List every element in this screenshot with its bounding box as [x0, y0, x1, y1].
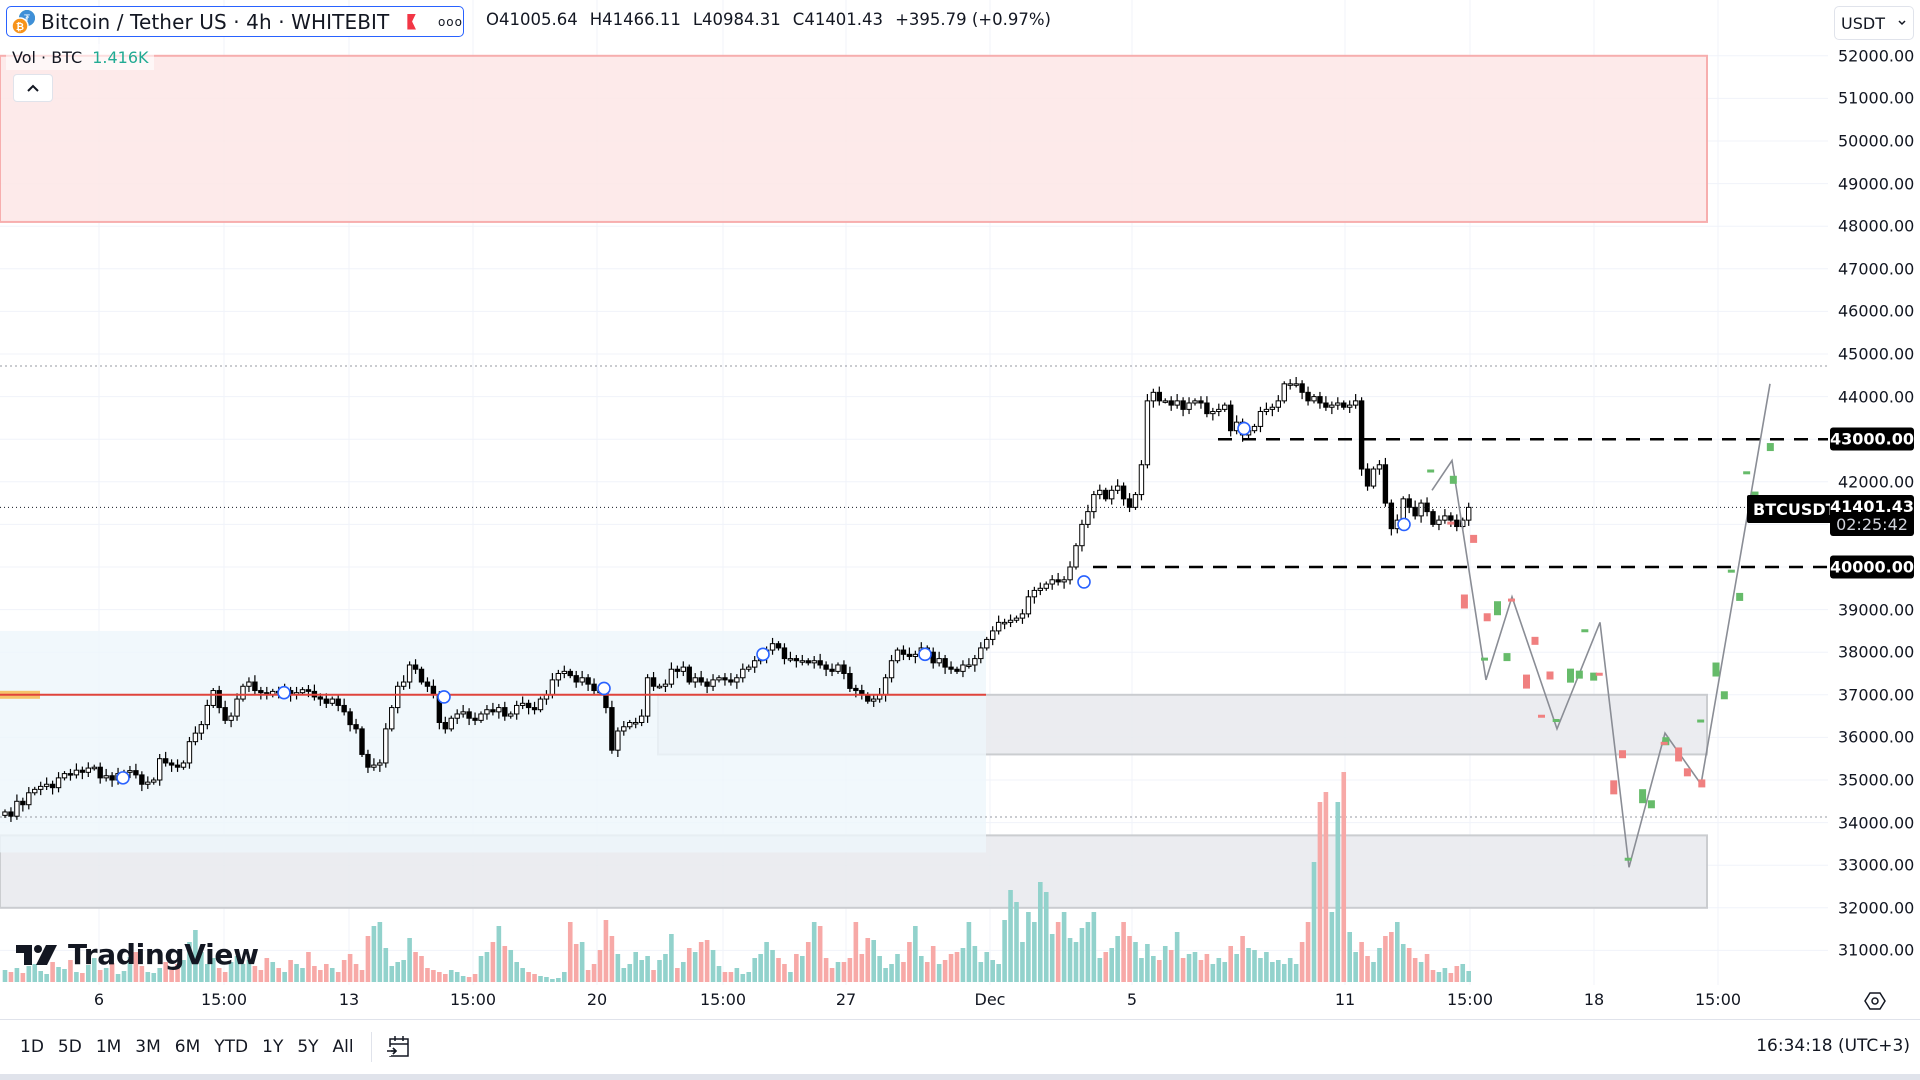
volume-value: 1.416K [92, 47, 149, 67]
time-label: 15:00 [200, 990, 248, 1009]
price-label: 35000.00 [1838, 770, 1915, 790]
bottom-toolbar: 1D 5D 1M 3M 6M YTD 1Y 5Y All [0, 1020, 1920, 1074]
volume-legend[interactable]: Vol · BTC 1.416K [6, 44, 155, 70]
ohlc-values: O41005.64 H41466.11 L40984.31 C41401.43 … [486, 10, 1051, 29]
price-label: 49000.00 [1838, 174, 1915, 194]
time-label: 18 [1583, 990, 1605, 1009]
bar-countdown: 02:25:42 [1836, 515, 1908, 534]
volume-bars [2, 772, 1471, 982]
marker-circle [597, 681, 611, 696]
resistance-zone [0, 54, 1708, 223]
marker-circle [1237, 421, 1251, 436]
range-ytd-button[interactable]: YTD [214, 1037, 249, 1057]
ohlc-open: O41005.64 [486, 10, 578, 29]
time-label: 15:00 [699, 990, 747, 1009]
toolbar-divider [370, 1032, 372, 1062]
time-label: 15:00 [449, 990, 497, 1009]
range-all-button[interactable]: All [332, 1037, 354, 1057]
marker-circle [1397, 517, 1411, 532]
price-label: 42000.00 [1838, 472, 1915, 492]
chevron-down-icon [1898, 20, 1906, 26]
symbol-price-tag: BTCUSDT [1747, 495, 1843, 523]
ohlc-close: C41401.43 [792, 10, 884, 29]
time-label: 27 [835, 990, 857, 1009]
last-price-tag: 41401.43 02:25:42 [1830, 495, 1914, 536]
price-label: 39000.00 [1838, 600, 1915, 620]
tradingview-logo-text: TradingView [68, 938, 259, 971]
price-label: 37000.00 [1838, 685, 1915, 705]
price-label: 31000.00 [1838, 940, 1915, 960]
collapse-legend-button[interactable] [13, 74, 53, 102]
time-label: 15:00 [1446, 990, 1494, 1009]
last-price: 41401.43 [1830, 497, 1915, 516]
price-label: 44000.00 [1838, 387, 1915, 407]
price-level-tag: 40000.00 [1830, 555, 1915, 579]
price-label: 38000.00 [1838, 642, 1915, 662]
price-label: 45000.00 [1838, 344, 1915, 364]
time-label: 20 [586, 990, 608, 1009]
axis-separator [0, 1019, 1920, 1020]
time-label: Dec [974, 990, 1006, 1009]
price-label: 50000.00 [1838, 131, 1915, 151]
range-1y-button[interactable]: 1Y [262, 1037, 284, 1057]
price-level-tag: 43000.00 [1830, 427, 1915, 451]
svg-text:₮: ₮ [24, 14, 30, 24]
currency-select[interactable]: USDT [1834, 6, 1914, 40]
flag-icon[interactable] [407, 13, 416, 30]
projection-path [1431, 383, 1771, 868]
time-label: 15:00 [1694, 990, 1742, 1009]
clock-timezone[interactable]: 16:34:18 (UTC+3) [1756, 1036, 1910, 1056]
price-label: 32000.00 [1838, 898, 1915, 918]
svg-text:₿: ₿ [16, 21, 24, 33]
go-to-date-icon[interactable] [386, 1034, 412, 1060]
currency-value: USDT [1841, 13, 1885, 33]
bitcoin-tether-icon: ₮ ₿ [11, 9, 37, 35]
projection-bars [1427, 443, 1774, 861]
ohlc-low: L40984.31 [692, 10, 781, 29]
price-label: 48000.00 [1838, 216, 1915, 236]
time-label: 5 [1126, 990, 1138, 1009]
marker-circle [1077, 575, 1091, 589]
marker-circle [918, 647, 932, 662]
volume-label: Vol · BTC [12, 47, 83, 67]
price-label: 46000.00 [1838, 301, 1915, 321]
price-label: 34000.00 [1838, 813, 1915, 833]
range-6m-button[interactable]: 6M [174, 1037, 201, 1057]
tradingview-logo-icon [16, 944, 57, 965]
time-label: 13 [338, 990, 360, 1009]
marker-circle [756, 647, 770, 662]
marker-circle [277, 685, 291, 700]
range-5y-button[interactable]: 5Y [297, 1037, 319, 1057]
ohlc-change: +395.79 (+0.97%) [895, 10, 1051, 29]
more-options-icon[interactable]: ooo [437, 14, 463, 29]
price-label: 36000.00 [1838, 727, 1915, 747]
marker-circle [437, 690, 451, 704]
bottom-strip [0, 1074, 1920, 1080]
marker-circle [116, 771, 130, 785]
range-box [0, 630, 986, 853]
range-3m-button[interactable]: 3M [135, 1037, 161, 1057]
range-1d-button[interactable]: 1D [20, 1037, 44, 1057]
candles [2, 377, 1472, 822]
settings-icon[interactable] [1864, 990, 1886, 1012]
time-label: 6 [93, 990, 105, 1009]
ohlc-high: H41466.11 [589, 10, 681, 29]
symbol-legend[interactable]: ₮ ₿ Bitcoin / Tether US · 4h · WHITEBIT … [6, 6, 464, 37]
chevron-up-icon [27, 84, 39, 92]
tradingview-logo[interactable]: TradingView [16, 938, 259, 971]
chart-canvas[interactable] [0, 0, 1920, 990]
symbol-title[interactable]: Bitcoin / Tether US · 4h · WHITEBIT [41, 9, 390, 34]
time-label: 11 [1334, 990, 1356, 1009]
price-label: 51000.00 [1838, 88, 1915, 108]
price-label: 33000.00 [1838, 855, 1915, 875]
range-5d-button[interactable]: 5D [57, 1037, 82, 1057]
price-label: 52000.00 [1838, 46, 1915, 66]
price-label: 47000.00 [1838, 259, 1915, 279]
range-1m-button[interactable]: 1M [95, 1037, 122, 1057]
